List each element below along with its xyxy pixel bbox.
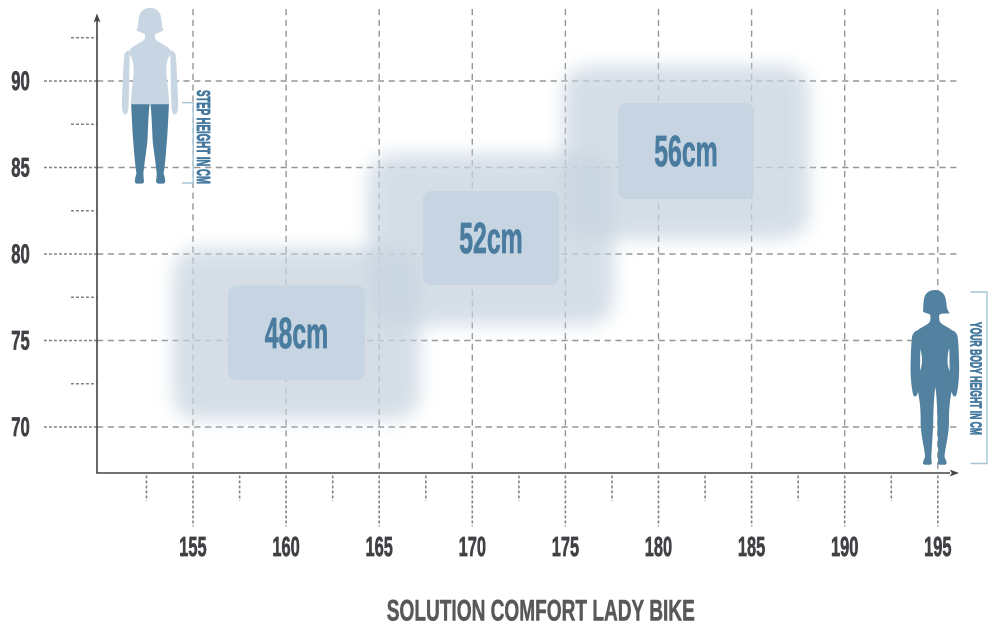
svg-text:195: 195 [924, 531, 951, 562]
svg-text:155: 155 [179, 531, 206, 562]
svg-text:52cm: 52cm [459, 215, 523, 263]
svg-text:160: 160 [272, 531, 299, 562]
svg-text:165: 165 [366, 531, 393, 562]
svg-text:180: 180 [645, 531, 672, 562]
svg-text:175: 175 [552, 531, 579, 562]
svg-text:80: 80 [11, 239, 30, 269]
svg-text:90: 90 [11, 66, 30, 96]
svg-text:85: 85 [11, 152, 30, 182]
svg-text:STEP HEIGHT IN CM: STEP HEIGHT IN CM [193, 90, 214, 184]
svg-text:75: 75 [11, 325, 30, 355]
svg-text:48cm: 48cm [265, 310, 329, 358]
svg-text:70: 70 [11, 412, 30, 442]
svg-text:56cm: 56cm [654, 128, 718, 176]
svg-text:SOLUTION COMFORT LADY BIKE: SOLUTION COMFORT LADY BIKE [387, 595, 695, 628]
svg-text:YOUR BODY HEIGHT IN CM: YOUR BODY HEIGHT IN CM [967, 322, 984, 435]
svg-text:185: 185 [738, 531, 765, 562]
svg-text:190: 190 [831, 531, 858, 562]
svg-text:170: 170 [459, 531, 486, 562]
